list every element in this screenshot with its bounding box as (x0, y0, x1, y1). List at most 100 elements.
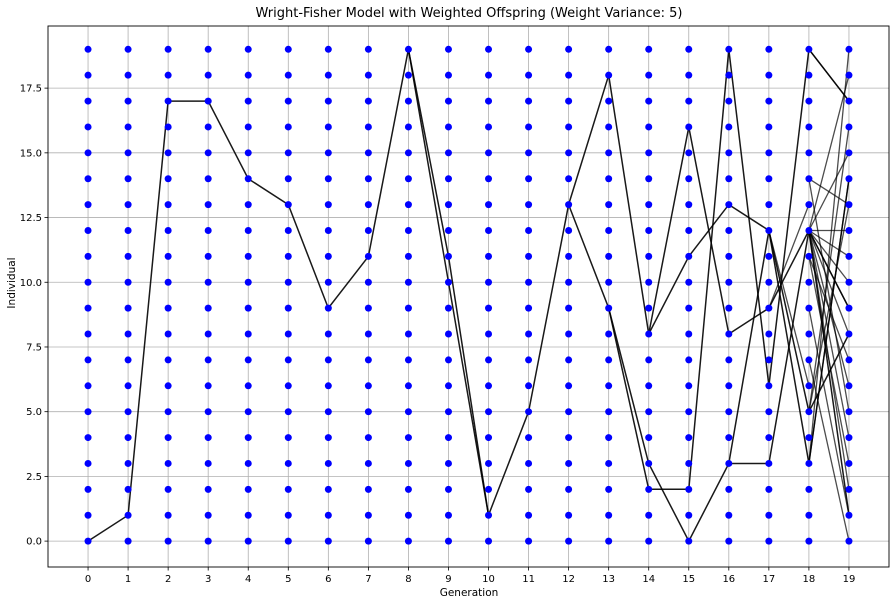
lineage-link (808, 126, 850, 412)
individual-point (685, 304, 693, 312)
y-axis-label: Individual (6, 257, 18, 308)
individual-point (444, 511, 452, 519)
individual-point (324, 356, 332, 364)
individual-point (525, 201, 533, 209)
individual-point (685, 175, 693, 183)
y-axis-ticks: 0.0 2.5 5.0 7.5 10.0 12.5 15.0 17.5 (20, 84, 48, 548)
x-tick-label: 11 (522, 574, 535, 585)
individual-point (605, 278, 613, 286)
lineage-link (808, 178, 850, 464)
individual-point (204, 382, 212, 390)
individual-point (485, 45, 493, 53)
individual-point (525, 226, 533, 234)
individual-point (645, 71, 653, 79)
individual-point (565, 149, 573, 157)
individual-point (605, 382, 613, 390)
individual-point (164, 149, 172, 157)
lineage-line (728, 230, 850, 464)
individual-point (565, 408, 573, 416)
individual-point (725, 175, 733, 183)
individual-point (364, 252, 372, 260)
individual-point (805, 434, 813, 442)
individual-point (485, 304, 493, 312)
individual-point (845, 434, 853, 442)
individual-point (404, 356, 412, 364)
individual-point (605, 123, 613, 131)
chart-title: Wright-Fisher Model with Weighted Offspr… (256, 6, 683, 21)
individual-point (244, 149, 252, 157)
individual-point (845, 382, 853, 390)
individual-point (805, 175, 813, 183)
individual-point (605, 149, 613, 157)
individual-point (765, 175, 773, 183)
individual-point (525, 382, 533, 390)
individual-point (725, 226, 733, 234)
individual-point (284, 201, 292, 209)
lineage-link (808, 204, 850, 412)
individual-point (845, 459, 853, 467)
individual-point (805, 382, 813, 390)
individual-point (444, 252, 452, 260)
individual-point (364, 434, 372, 442)
individual-point (565, 45, 573, 53)
individual-point (324, 252, 332, 260)
individual-point (164, 71, 172, 79)
individual-point (565, 304, 573, 312)
individual-point (645, 226, 653, 234)
individual-point (164, 382, 172, 390)
individual-point (685, 278, 693, 286)
individual-point (124, 149, 132, 157)
individual-point (204, 537, 212, 545)
individual-point (204, 304, 212, 312)
x-tick-label: 12 (562, 574, 575, 585)
individual-point (244, 278, 252, 286)
x-tick-label: 19 (843, 574, 856, 585)
individual-point (645, 382, 653, 390)
individual-point (404, 175, 412, 183)
individual-point (284, 485, 292, 493)
individual-point (645, 97, 653, 105)
individual-point (765, 330, 773, 338)
individual-point (645, 485, 653, 493)
individual-point (324, 175, 332, 183)
individual-point (565, 537, 573, 545)
individual-point (805, 226, 813, 234)
grid-lines (48, 26, 889, 567)
y-tick-label: 0.0 (26, 537, 42, 548)
individual-point (164, 304, 172, 312)
individual-point (404, 226, 412, 234)
individual-point (444, 71, 452, 79)
individual-point (324, 149, 332, 157)
individual-point (444, 408, 452, 416)
individual-point (605, 408, 613, 416)
individual-point (765, 382, 773, 390)
individual-point (284, 382, 292, 390)
individual-point (845, 123, 853, 131)
individual-point (525, 71, 533, 79)
individual-point (605, 97, 613, 105)
individual-point (685, 511, 693, 519)
individual-point (725, 278, 733, 286)
individual-point (645, 252, 653, 260)
individual-point (725, 71, 733, 79)
individual-point (244, 382, 252, 390)
individual-point (404, 278, 412, 286)
individual-point (845, 175, 853, 183)
individual-point (845, 485, 853, 493)
individual-point (364, 71, 372, 79)
individual-point (324, 511, 332, 519)
individual-point (605, 434, 613, 442)
individual-point (124, 304, 132, 312)
individual-point (164, 434, 172, 442)
individual-point (765, 45, 773, 53)
individual-point (805, 71, 813, 79)
individual-point (324, 123, 332, 131)
individual-point (124, 356, 132, 364)
x-tick-label: 10 (482, 574, 495, 585)
individual-point (124, 434, 132, 442)
x-tick-label: 14 (642, 574, 655, 585)
individual-point (444, 382, 452, 390)
lineage-link (808, 229, 850, 257)
individual-point (124, 511, 132, 519)
individual-point (525, 356, 533, 364)
